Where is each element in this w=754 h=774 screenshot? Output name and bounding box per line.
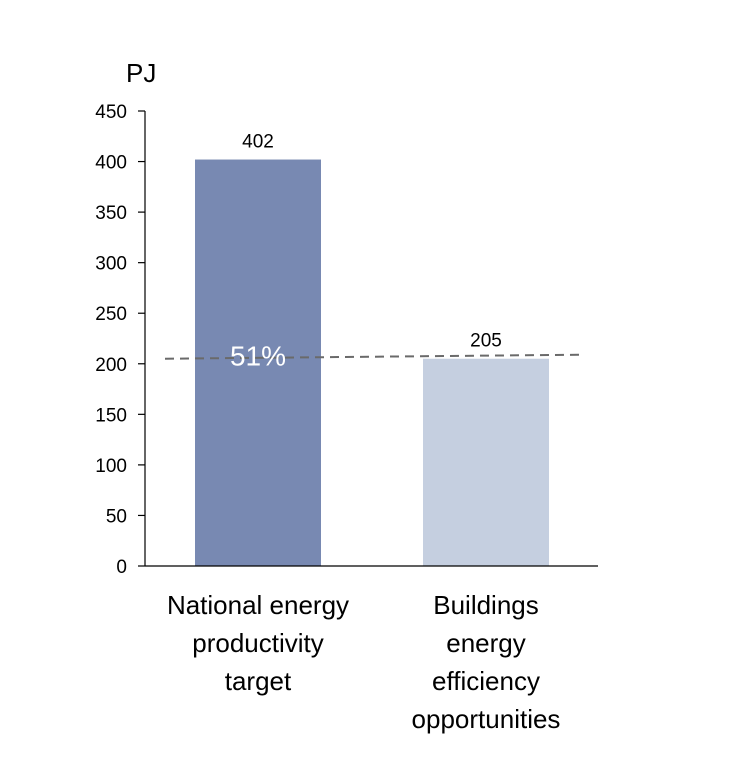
reference-dashed-line [164,353,581,360]
y-axis-ticks: 0 50 100 150 200 250 300 350 400 450 [95,102,145,578]
bar-value-label: 402 [242,132,274,153]
category-label-line: target [225,666,292,696]
percentage-annotation: 51% [230,341,286,372]
y-tick-label: 350 [95,203,127,224]
y-tick-label: 50 [106,506,127,527]
y-tick-label: 200 [95,355,127,376]
bars [195,159,549,567]
y-tick-label: 100 [95,456,127,477]
y-tick-label: 250 [95,304,127,325]
category-label-line: efficiency [432,666,540,696]
category-label-line: opportunities [412,704,561,734]
y-tick-label: 400 [95,153,127,174]
category-label-line: productivity [192,628,324,658]
y-tick-label: 300 [95,254,127,275]
category-label-line: Buildings [433,590,539,620]
reference-line-group: 51% [164,341,581,372]
bar-1 [195,159,321,567]
bar-2 [423,358,549,566]
data-labels: 402 205 [242,132,502,352]
y-tick-label: 0 [116,557,127,578]
y-axis-unit-label: PJ [126,58,156,88]
y-tick-label: 150 [95,405,127,426]
category-label-line: energy [446,628,526,658]
bar-value-label: 205 [470,331,502,352]
category-labels: National energy productivity target Buildin… [167,590,561,734]
y-tick-label: 450 [95,102,127,123]
category-label-line: National energy [167,590,349,620]
